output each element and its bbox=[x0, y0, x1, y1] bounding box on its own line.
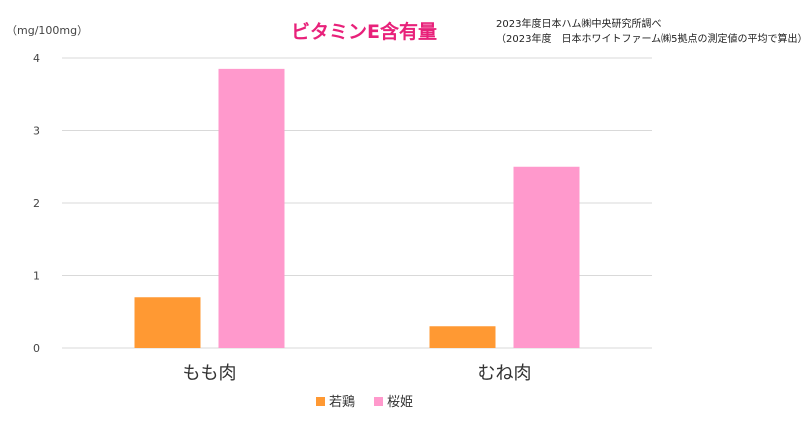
category-label: むね肉 bbox=[478, 363, 532, 384]
y-tick-label: 4 bbox=[33, 52, 40, 65]
y-axis-unit-label: （mg/100mg） bbox=[6, 24, 88, 37]
source-note-1: 2023年度日本ハム㈱中央研究所調べ bbox=[496, 17, 661, 30]
category-label: もも肉 bbox=[183, 363, 237, 384]
legend-label: 桜姫 bbox=[387, 395, 413, 410]
legend: 若鶏 桜姫 bbox=[316, 394, 413, 410]
y-tick-label: 3 bbox=[33, 125, 40, 138]
y-tick-label: 0 bbox=[33, 342, 40, 355]
y-tick-label: 1 bbox=[33, 270, 40, 283]
y-tick-labels: 0 1 2 3 4 bbox=[33, 52, 40, 355]
chart-title: ビタミンE含有量 bbox=[291, 20, 437, 43]
bars bbox=[134, 68, 580, 348]
legend-swatch-0 bbox=[316, 397, 325, 406]
bar-1-1 bbox=[513, 166, 580, 348]
y-tick-label: 2 bbox=[33, 197, 40, 210]
legend-label: 若鶏 bbox=[329, 394, 355, 410]
legend-swatch-1 bbox=[374, 397, 383, 406]
bar-0-0 bbox=[134, 297, 201, 348]
category-labels: もも肉 むね肉 bbox=[183, 363, 532, 384]
bar-1-0 bbox=[429, 326, 496, 348]
source-note-2: （2023年度 日本ホワイトファーム㈱5拠点の測定値の平均で算出） bbox=[496, 32, 807, 45]
bar-0-1 bbox=[218, 68, 285, 348]
